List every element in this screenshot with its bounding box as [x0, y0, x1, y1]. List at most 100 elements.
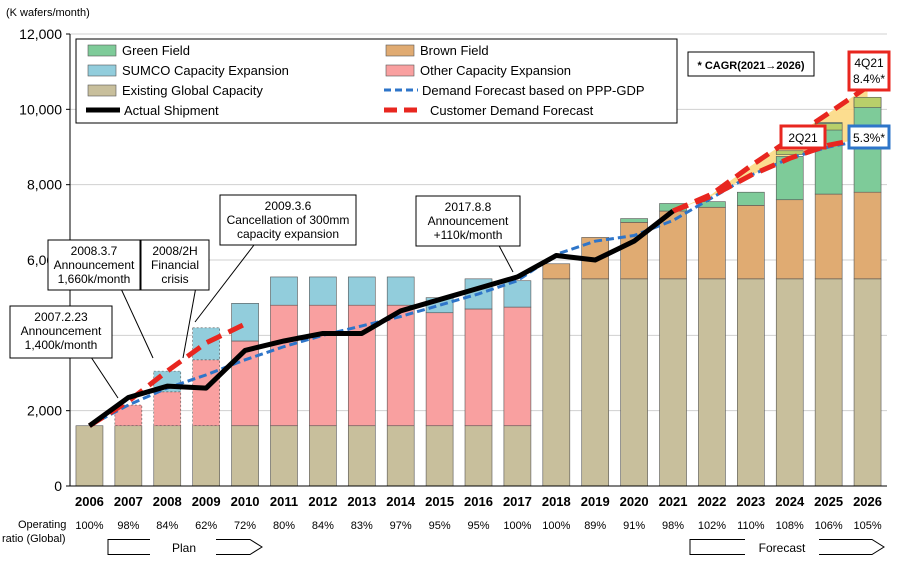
bar-brown-field-2023	[737, 205, 765, 280]
callout-text-a2008: 2008.3.7	[71, 244, 118, 258]
bar-existing-global-capacity-2013	[347, 425, 376, 487]
operating-ratio-label: Operating ratio (Global)	[2, 519, 66, 545]
bar-existing-global-capacity-2026	[853, 278, 882, 487]
callout-text-a2008: Announcement	[54, 258, 135, 272]
legend-swatch-3	[385, 64, 415, 77]
tag-ppp-value: 5.3%*	[853, 131, 885, 145]
y-unit-label: (K wafers/month)	[6, 7, 90, 19]
callout-text-a2007: Announcement	[21, 324, 102, 338]
x-tick-label-2014: 2014	[386, 494, 416, 509]
line-customer-demand-4q21	[672, 84, 869, 214]
bar-existing-global-capacity-2014	[386, 425, 415, 487]
bar-sumco-capacity-expansion-2009	[192, 327, 220, 361]
operating-ratio-2017: 100%	[503, 520, 531, 532]
operating-ratio-label-line: Operating	[18, 519, 66, 531]
x-tick-label-2016: 2016	[464, 494, 493, 509]
callout-text-acrisis: Financial	[151, 258, 199, 272]
operating-ratio-2021: 98%	[662, 520, 684, 532]
callout-text-a2009: capacity expansion	[237, 227, 339, 241]
bar-other-capacity-expansion-2011	[270, 304, 298, 427]
bar-existing-global-capacity-2023	[737, 278, 765, 487]
bar-existing-global-capacity-2009	[192, 425, 220, 487]
bar-sumco-capacity-expansion-2012	[309, 276, 337, 306]
operating-ratio-2007: 98%	[117, 520, 139, 532]
x-tick-label-2017: 2017	[503, 494, 532, 509]
operating-ratio-2024: 108%	[776, 520, 804, 532]
callout-pointer-acrisis	[182, 289, 196, 359]
operating-ratio-2019: 89%	[584, 520, 606, 532]
x-tick-label-2010: 2010	[231, 494, 260, 509]
operating-ratio-2025: 106%	[815, 520, 843, 532]
legend-label-4: Existing Global Capacity	[122, 83, 263, 98]
operating-ratio-2016: 95%	[467, 520, 489, 532]
forecast-label: Forecast	[759, 541, 806, 555]
bar-existing-global-capacity-2024	[775, 278, 804, 487]
legend-swatch-0	[87, 44, 117, 57]
bar-sumco-capacity-expansion-2011	[270, 276, 298, 306]
operating-ratio-2013: 83%	[351, 520, 373, 532]
bar-brown-field-2026	[853, 191, 882, 280]
tag-4q21-box	[847, 50, 891, 92]
bar-existing-global-capacity-2008	[153, 425, 182, 487]
y-tick-label: 10,000	[19, 101, 62, 117]
bar-green-field-2020	[620, 218, 648, 223]
legend-frame	[75, 38, 678, 124]
legend-label-6: Actual Shipment	[124, 103, 219, 118]
callout-pointer-a2008	[121, 289, 154, 359]
legend-label-2: SUMCO Capacity Expansion	[122, 63, 289, 78]
plan-label: Plan	[172, 541, 196, 555]
bar-existing-global-capacity-2007	[114, 425, 143, 487]
bar-existing-global-capacity-2017	[503, 425, 532, 487]
operating-ratio-2026: 105%	[853, 520, 881, 532]
bar-existing-global-capacity-2020	[620, 278, 648, 487]
cagr-box	[687, 51, 815, 77]
plan-label-bg	[150, 539, 216, 555]
legend-swatch-4	[87, 84, 117, 97]
x-tick-label-2009: 2009	[192, 494, 221, 509]
operating-ratio-2015: 95%	[429, 520, 451, 532]
operating-ratio-2008: 84%	[156, 520, 178, 532]
callout-pointer-a2009	[194, 244, 255, 323]
bar-existing-global-capacity-2021	[659, 278, 687, 487]
x-tick-label-2023: 2023	[736, 494, 765, 509]
operating-ratio-2006: 100%	[75, 520, 103, 532]
tag-2q21-box	[779, 124, 827, 150]
operating-ratio-label-line: ratio (Global)	[2, 533, 66, 545]
x-tick-label-2007: 2007	[114, 494, 143, 509]
callout-text-a2008: 1,660k/month	[58, 272, 131, 286]
bar-top-segment-2024	[775, 150, 804, 155]
bar-existing-global-capacity-2012	[309, 425, 337, 487]
x-tick-label-2011: 2011	[270, 494, 298, 509]
x-tick-label-2020: 2020	[620, 494, 649, 509]
x-tick-label-2012: 2012	[308, 494, 337, 509]
bar-sumco-capacity-expansion-2013	[347, 276, 376, 306]
legend-label-5: Demand Forecast based on PPP-GDP	[422, 83, 645, 98]
x-tick-label-2021: 2021	[659, 494, 688, 509]
callout-text-a2009: Cancellation of 300mm	[227, 213, 350, 227]
operating-ratio-2014: 97%	[390, 520, 412, 532]
tag-ppp-box	[847, 124, 891, 150]
annotations-layer: 2007.2.23Announcement1,400k/month2008.3.…	[9, 50, 891, 399]
x-tick-label-2018: 2018	[542, 494, 571, 509]
x-tick-label-2019: 2019	[581, 494, 610, 509]
bar-existing-global-capacity-2006	[75, 425, 104, 487]
operating-ratio-2022: 102%	[698, 520, 726, 532]
bar-other-capacity-expansion-2012	[309, 304, 337, 427]
bar-brown-field-2022	[698, 206, 726, 280]
bar-other-capacity-expansion-2014	[386, 304, 415, 427]
bar-other-capacity-expansion-2016	[464, 308, 493, 427]
bar-other-capacity-expansion-2015	[425, 312, 454, 427]
operating-ratio-2020: 91%	[623, 520, 645, 532]
callout-box-a2007	[9, 305, 113, 359]
callout-text-acrisis: 2008/2H	[152, 244, 197, 258]
callout-text-a2017: Announcement	[428, 214, 509, 228]
bar-brown-field-2018	[542, 263, 571, 280]
x-tick-label-2024: 2024	[775, 494, 805, 509]
y-tick-label: 2,000	[27, 403, 62, 419]
x-tick-label-2015: 2015	[425, 494, 454, 509]
x-tick-label-2022: 2022	[697, 494, 726, 509]
callout-text-a2007: 2007.2.23	[34, 310, 88, 324]
bar-existing-global-capacity-2019	[581, 278, 610, 487]
bar-top-segment-2026	[853, 96, 882, 108]
